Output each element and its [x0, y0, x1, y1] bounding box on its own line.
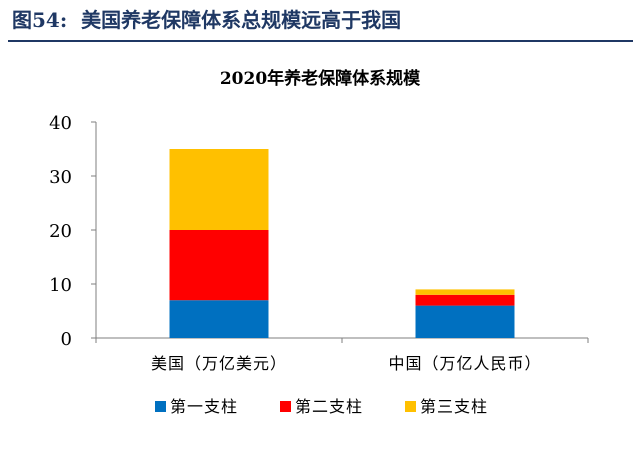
- bar-segment-3-2: [415, 289, 515, 295]
- legend-label: 第二支柱: [295, 397, 363, 416]
- legend-swatch: [155, 401, 166, 412]
- bar-segment-1-1: [169, 300, 269, 338]
- figure-caption: 图54: 美国养老保障体系总规模远高于我国: [12, 4, 401, 33]
- figure-number: 图54:: [12, 8, 68, 32]
- y-tick-label: 20: [49, 221, 72, 242]
- x-tick-label: 中国（万亿人民币）: [388, 354, 541, 373]
- chart-axes: 0 10 20 30 40: [49, 113, 589, 350]
- legend-label: 第三支柱: [420, 397, 488, 416]
- y-tick-label: 40: [49, 113, 72, 134]
- legend-swatch: [280, 401, 291, 412]
- y-tick-label: 0: [61, 329, 72, 350]
- y-tick-label: 30: [49, 167, 72, 188]
- bar-segment-3-1: [169, 149, 269, 230]
- figure-header: 图54: 美国养老保障体系总规模远高于我国: [8, 0, 633, 42]
- bar-segment-1-2: [415, 305, 515, 338]
- y-tick-label: 10: [49, 275, 72, 296]
- legend-swatch: [405, 401, 416, 412]
- chart-title: 2020年养老保障体系规模: [220, 68, 421, 89]
- chart-bars: [169, 149, 515, 338]
- x-tick-labels: 美国（万亿美元） 中国（万亿人民币）: [151, 354, 541, 373]
- x-tick-label: 美国（万亿美元）: [151, 354, 287, 373]
- legend-label: 第一支柱: [170, 397, 238, 416]
- bar-segment-2-1: [169, 230, 269, 301]
- figure-title: 美国养老保障体系总规模远高于我国: [81, 8, 402, 32]
- chart-legend: 第一支柱 第二支柱 第三支柱: [155, 397, 488, 416]
- bar-segment-2-2: [415, 294, 515, 306]
